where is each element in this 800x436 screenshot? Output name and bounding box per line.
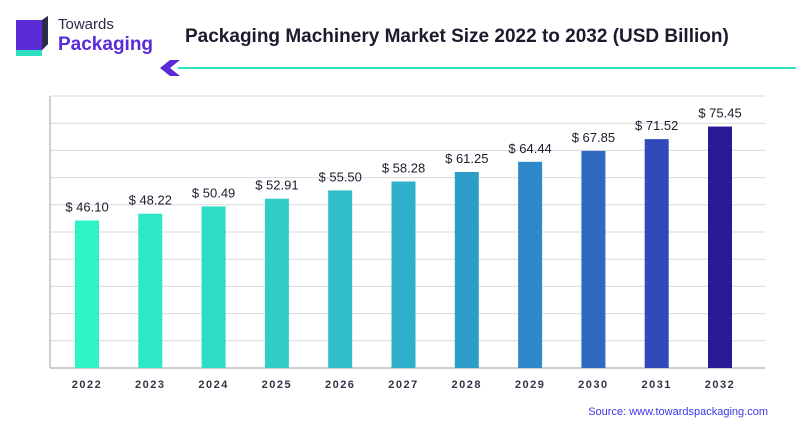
data-label: $ 67.85	[572, 130, 615, 145]
bar	[581, 150, 606, 368]
bar	[391, 181, 416, 368]
bar	[264, 198, 289, 368]
x-tick-label: 2030	[578, 379, 608, 391]
x-tick-label: 2023	[135, 379, 165, 391]
data-label: $ 46.10	[65, 199, 108, 214]
logo-text-packaging: Packaging	[58, 34, 154, 55]
data-label: $ 61.25	[445, 151, 488, 166]
bar	[75, 220, 99, 368]
bar	[201, 206, 226, 368]
bar	[454, 172, 479, 368]
source-note: Source: www.towardspackaging.com	[588, 406, 768, 418]
data-label: $ 58.28	[382, 161, 425, 176]
source-label: Source:	[588, 406, 627, 418]
bar	[138, 213, 163, 368]
x-tick-label: 2024	[198, 379, 228, 391]
data-label: $ 55.50	[319, 169, 362, 184]
chevron-left-icon	[160, 60, 180, 76]
source-url[interactable]: www.towardspackaging.com	[629, 406, 768, 418]
data-label: $ 50.49	[192, 185, 235, 200]
logo-text-towards: Towards	[58, 16, 114, 33]
bar	[644, 139, 669, 368]
chart-title: Packaging Machinery Market Size 2022 to …	[185, 26, 729, 47]
brand-logo: Towards Packaging	[12, 12, 162, 60]
logo-mark-icon	[16, 16, 48, 56]
data-label: $ 52.91	[255, 178, 298, 193]
bar	[328, 190, 353, 368]
bar	[518, 161, 543, 368]
x-tick-label: 2029	[515, 379, 545, 391]
data-label: $ 75.45	[698, 106, 741, 121]
x-tick-label: 2026	[325, 379, 355, 391]
x-tick-label: 2022	[72, 379, 102, 391]
bar	[708, 126, 732, 368]
data-label: $ 71.52	[635, 118, 678, 133]
x-tick-label: 2031	[641, 379, 671, 391]
x-tick-label: 2032	[705, 379, 735, 391]
x-tick-label: 2025	[262, 379, 292, 391]
x-tick-label: 2028	[452, 379, 482, 391]
x-tick-label: 2027	[388, 379, 418, 391]
data-label: $ 64.44	[508, 141, 551, 156]
title-accent-line	[160, 60, 796, 76]
data-label: $ 48.22	[129, 193, 172, 208]
